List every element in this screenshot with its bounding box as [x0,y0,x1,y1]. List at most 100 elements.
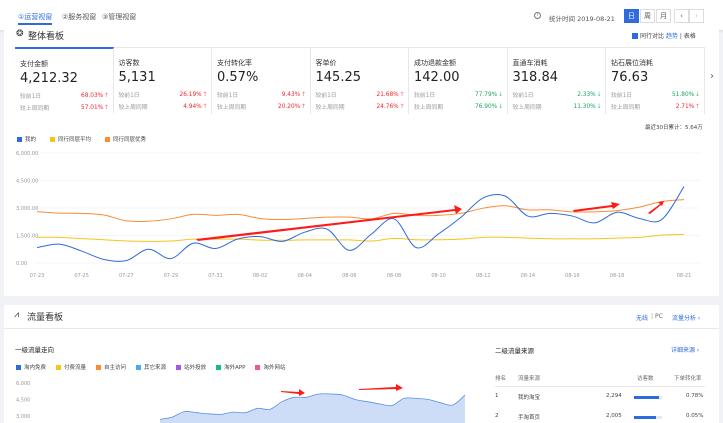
compare-day-label: 较前1日 [20,94,42,100]
area-fill [160,393,465,423]
legend-item[interactable]: 站外投放 [176,363,206,371]
compare-day-label: 较前1日 [217,93,239,99]
source: 我的淘宝 [518,395,541,401]
day-change: 21.68% [376,92,399,98]
metric-card[interactable]: 支付转化率 0.57% 较前1日 9.43% 🡑 较上周同期 20.20% 🡑 [212,48,311,114]
question-circle-icon[interactable]: ? [534,12,541,19]
line-chart-icon: ⩘ [14,310,20,320]
x-tick-label: 07-31 [208,273,223,279]
metric-label: 访客数 [118,59,140,67]
stat-time: 统计时间 2019-08-21 [549,15,615,23]
day-change: 9.43% [281,92,301,98]
second-level-title: 二级流量来源 [495,347,534,355]
metric-card[interactable]: 成功退款金额 142.00 较前1日 77.79% 🡓 较上周同期 76.90% 🡓 [409,48,508,114]
visitors: 2,294 [606,393,622,399]
traffic-title: 流量看板 [27,313,64,323]
day-change: 26.19% [179,92,202,98]
arrow-up-icon: 🡑 [301,104,305,110]
period-day-button[interactable]: 日 [624,9,639,23]
annotation-arrow [196,205,462,241]
y-tick-label: 3,000 [16,414,30,420]
source: 手淘首页 [518,415,541,421]
visitor-bar [634,416,656,419]
conversion: 0.05% [686,413,704,419]
y-tick-label: 6,000 [16,381,30,387]
conversion: 0.78% [686,393,704,399]
metric-card[interactable]: 支付金额 4,212.32 较前1日 68.03% 🡑 较上周同期 57.01% 🡑 [15,47,114,113]
tab-service[interactable]: ②服务视窗 [62,13,97,21]
compare-week-label: 较上周同期 [512,105,542,111]
annotation-arrow [573,202,620,212]
legend-item[interactable]: 同行同层平均 [50,135,91,143]
period-month-button[interactable]: 月 [656,9,671,23]
week-change: 57.01% [81,105,104,111]
arrow-up-icon: 🡑 [400,104,404,110]
col-conversion: 下单转化率 [674,376,702,382]
week-change: 4.94% [183,104,202,110]
x-tick-label: 07-25 [74,273,89,279]
period-week-button[interactable]: 周 [640,9,655,23]
legend-item[interactable]: 付费流量 [56,363,86,371]
metric-value: 76.63 [611,70,649,85]
detail-source-link[interactable]: 详细来源 › [671,347,700,354]
series-line-1 [36,233,685,242]
col-source: 流量来源 [518,376,541,382]
day-change: 51.80% [672,92,695,98]
week-change: 24.76% [376,104,399,110]
compare-checkbox[interactable]: 同行对比 趋势 | 表格 [632,31,696,40]
metric-card[interactable]: 访客数 5,131 较前1日 26.19% 🡑 较上周同期 4.94% 🡑 [114,48,212,114]
metric-card[interactable]: 钻石展位消耗 76.63 较前1日 51.80% 🡓 较上周同期 2.71% 🡑 [606,48,705,114]
overview-title: 整体看板 [28,32,65,42]
tab-management[interactable]: ③管理视窗 [102,13,137,21]
week-change: 11.30% [573,104,596,110]
col-rank: 排名 [495,376,507,382]
visitors: 2,005 [606,413,622,419]
arrow-down-icon: 🡓 [695,92,699,98]
y-tick-label: 0.00 [16,261,27,267]
traffic-legend: 淘内免费 付费流量 自主访问 其它来源 站外投放 淘外APP 淘外网站 [16,363,286,371]
legend-item[interactable]: 自主访问 [96,363,126,371]
annotation-arrow [359,384,403,391]
legend-item[interactable]: 淘外网站 [255,363,286,371]
x-tick-label: 08-12 [476,273,491,279]
next-button[interactable]: › [689,9,704,23]
x-tick-label: 07-23 [30,273,45,279]
chevron-right-icon[interactable]: › [710,71,714,82]
x-tick-label: 08-02 [253,273,268,279]
legend-item[interactable]: 我的 [17,135,36,143]
x-tick-label: 08-10 [431,273,446,279]
day-change: 2.33% [577,92,596,98]
metric-value: 145.25 [315,70,362,85]
x-tick-label: 08-21 [677,273,692,279]
y-tick-label: 1,500.00 [16,234,38,240]
traffic-analysis-link[interactable]: 流量分析 › [672,315,701,322]
arrow-up-icon: 🡑 [301,92,305,98]
compare-label: 同行对比 [640,33,665,40]
pc-link[interactable]: PC [655,313,663,320]
metric-card[interactable]: 直通车消耗 318.84 较前1日 2.33% 🡓 较上周同期 11.30% 🡓 [508,48,606,114]
prev-button[interactable]: ‹ [674,9,689,23]
annotation-arrow [281,389,305,396]
metric-card[interactable]: 客单价 145.25 较前1日 21.68% 🡑 较上周同期 24.76% 🡑 [311,48,409,114]
y-tick-label: 6,000.00 [16,151,38,157]
view-trend-link[interactable]: 趋势 [665,33,678,40]
checkbox-icon[interactable] [632,33,638,39]
tab-operations[interactable]: ①运营视窗 [18,13,53,25]
wireless-link[interactable]: 无线 [636,315,649,322]
compare-week-label: 较上周同期 [315,105,345,111]
week-change: 20.20% [278,104,301,110]
metric-label: 成功退款金额 [414,59,456,67]
arrow-up-icon: 🡑 [104,93,108,99]
metric-label: 钻石展位消耗 [611,59,653,67]
view-table-link[interactable]: 表格 [683,33,696,40]
day-change: 77.79% [475,92,498,98]
legend-item[interactable]: 淘内免费 [16,363,46,371]
legend-item[interactable]: 其它来源 [136,363,166,371]
legend-item[interactable]: 淘外APP [216,363,245,371]
x-tick-label: 08-06 [342,273,357,279]
compare-day-label: 较前1日 [611,93,633,99]
metric-label: 支付金额 [20,60,48,68]
legend-item[interactable]: 同行同层优秀 [105,135,146,143]
x-tick-label: 07-29 [164,273,179,279]
